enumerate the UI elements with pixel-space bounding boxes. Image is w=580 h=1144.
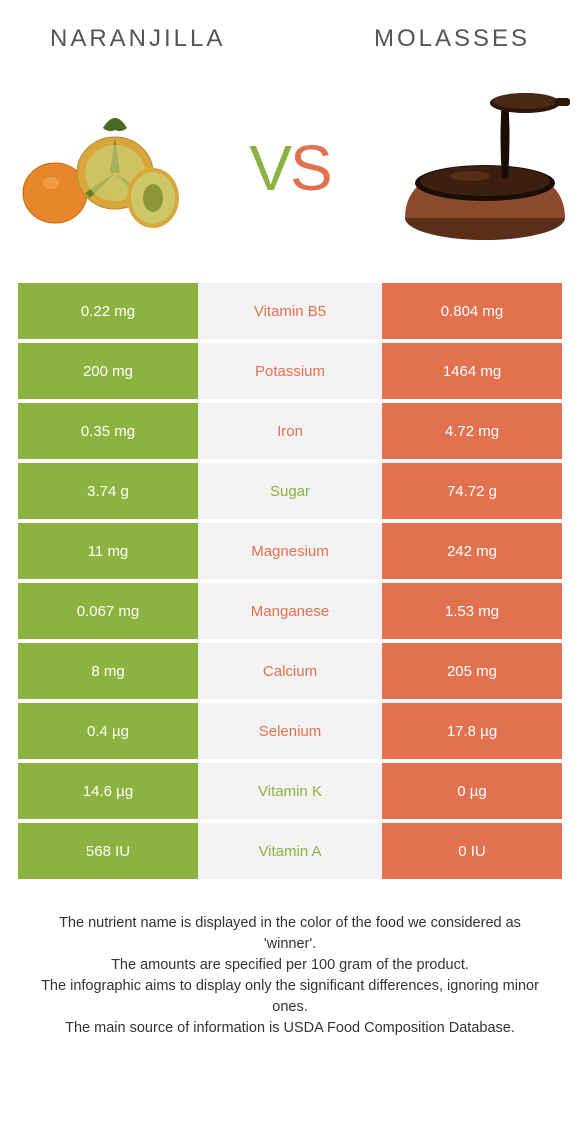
hero-row: VS xyxy=(0,63,580,283)
nutrient-label: Vitamin K xyxy=(198,763,382,819)
nutrient-row: 0.067 mgManganese1.53 mg xyxy=(18,583,562,639)
nutrient-label: Iron xyxy=(198,403,382,459)
value-left: 3.74 g xyxy=(18,463,198,519)
value-left: 0.067 mg xyxy=(18,583,198,639)
value-right: 242 mg xyxy=(382,523,562,579)
value-left: 0.22 mg xyxy=(18,283,198,339)
footer-notes: The nutrient name is displayed in the co… xyxy=(0,883,580,1039)
value-right: 205 mg xyxy=(382,643,562,699)
nutrient-row: 0.35 mgIron4.72 mg xyxy=(18,403,562,459)
footer-line-1: The nutrient name is displayed in the co… xyxy=(35,913,545,955)
nutrient-label: Magnesium xyxy=(198,523,382,579)
molasses-image xyxy=(380,88,570,248)
footer-line-3: The infographic aims to display only the… xyxy=(35,976,545,1018)
value-right: 4.72 mg xyxy=(382,403,562,459)
nutrient-label: Sugar xyxy=(198,463,382,519)
value-left: 200 mg xyxy=(18,343,198,399)
nutrient-row: 8 mgCalcium205 mg xyxy=(18,643,562,699)
nutrient-label: Manganese xyxy=(198,583,382,639)
naranjilla-image xyxy=(10,88,200,248)
nutrient-row: 11 mgMagnesium242 mg xyxy=(18,523,562,579)
value-right: 17.8 µg xyxy=(382,703,562,759)
nutrient-label: Vitamin B5 xyxy=(198,283,382,339)
vs-s: S xyxy=(290,131,331,205)
value-right: 0.804 mg xyxy=(382,283,562,339)
nutrient-label: Selenium xyxy=(198,703,382,759)
nutrient-row: 14.6 µgVitamin K0 µg xyxy=(18,763,562,819)
value-right: 74.72 g xyxy=(382,463,562,519)
value-left: 14.6 µg xyxy=(18,763,198,819)
vs-label: VS xyxy=(249,131,330,205)
value-left: 8 mg xyxy=(18,643,198,699)
header: Naranjilla molasses xyxy=(0,0,580,63)
value-right: 1.53 mg xyxy=(382,583,562,639)
value-left: 0.35 mg xyxy=(18,403,198,459)
title-left: Naranjilla xyxy=(50,25,225,53)
nutrient-row: 200 mgPotassium1464 mg xyxy=(18,343,562,399)
nutrient-row: 3.74 gSugar74.72 g xyxy=(18,463,562,519)
nutrient-table: 0.22 mgVitamin B50.804 mg200 mgPotassium… xyxy=(0,283,580,879)
nutrient-row: 0.22 mgVitamin B50.804 mg xyxy=(18,283,562,339)
nutrient-row: 568 IUVitamin A0 IU xyxy=(18,823,562,879)
value-right: 0 µg xyxy=(382,763,562,819)
value-left: 568 IU xyxy=(18,823,198,879)
value-left: 0.4 µg xyxy=(18,703,198,759)
nutrient-row: 0.4 µgSelenium17.8 µg xyxy=(18,703,562,759)
value-right: 1464 mg xyxy=(382,343,562,399)
nutrient-label: Calcium xyxy=(198,643,382,699)
value-left: 11 mg xyxy=(18,523,198,579)
vs-v: V xyxy=(249,131,290,205)
nutrient-label: Potassium xyxy=(198,343,382,399)
nutrient-label: Vitamin A xyxy=(198,823,382,879)
footer-line-2: The amounts are specified per 100 gram o… xyxy=(35,955,545,976)
value-right: 0 IU xyxy=(382,823,562,879)
title-right: molasses xyxy=(374,25,530,53)
footer-line-4: The main source of information is USDA F… xyxy=(35,1018,545,1039)
